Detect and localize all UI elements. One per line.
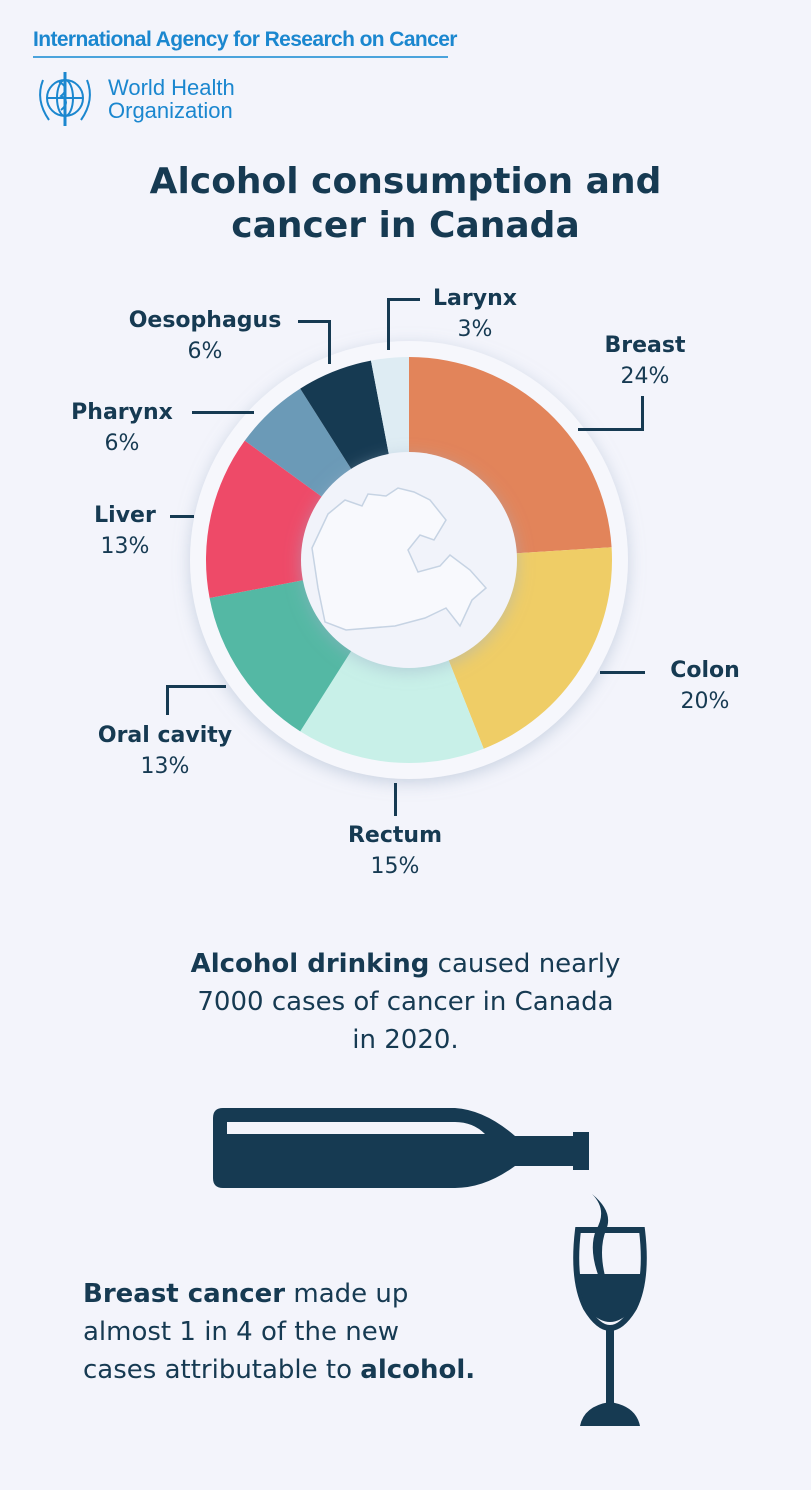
wine-glass-icon <box>573 1194 647 1426</box>
page-title: Alcohol consumption and cancer in Canada <box>149 161 662 246</box>
slice-breast <box>409 357 612 554</box>
label-oesophagus: Oesophagus 6% <box>128 308 282 364</box>
breast-cancer-statement: Breast cancer made up almost 1 in 4 of t… <box>83 1279 476 1385</box>
slice-rectum <box>300 644 484 763</box>
label-colon: Colon 20% <box>670 658 740 714</box>
slice-liver <box>206 440 329 599</box>
label-liver: Liver 13% <box>94 503 156 559</box>
slice-larynx <box>370 357 409 462</box>
leader-line <box>641 396 644 431</box>
leader-line <box>578 428 644 431</box>
iarc-title: International Agency for Research on Can… <box>33 28 457 51</box>
divider <box>33 56 448 58</box>
leader-line <box>170 515 194 518</box>
fact-statement: Alcohol drinking caused nearly 7000 case… <box>190 949 621 1055</box>
leader-line <box>328 320 331 364</box>
label-oral-cavity: Oral cavity 13% <box>97 723 233 779</box>
slice-pharynx <box>244 388 356 502</box>
slice-oesophagus <box>300 360 391 476</box>
leader-line <box>387 298 420 301</box>
leader-line <box>166 685 169 715</box>
who-emblem-icon <box>39 72 91 126</box>
leader-line <box>192 411 254 414</box>
slice-colon <box>445 547 612 749</box>
leader-line <box>394 783 397 816</box>
wine-bottle-icon <box>213 1108 589 1188</box>
label-pharynx: Pharynx 6% <box>71 400 173 456</box>
label-rectum: Rectum 15% <box>347 823 442 879</box>
label-larynx: Larynx 3% <box>433 286 517 342</box>
canada-map-icon <box>311 487 488 631</box>
leader-line <box>298 320 331 323</box>
label-breast: Breast 24% <box>604 333 686 389</box>
leader-line <box>387 298 390 350</box>
who-name: World Health Organization <box>108 75 235 123</box>
leader-line <box>166 685 226 688</box>
leader-line <box>600 671 645 674</box>
